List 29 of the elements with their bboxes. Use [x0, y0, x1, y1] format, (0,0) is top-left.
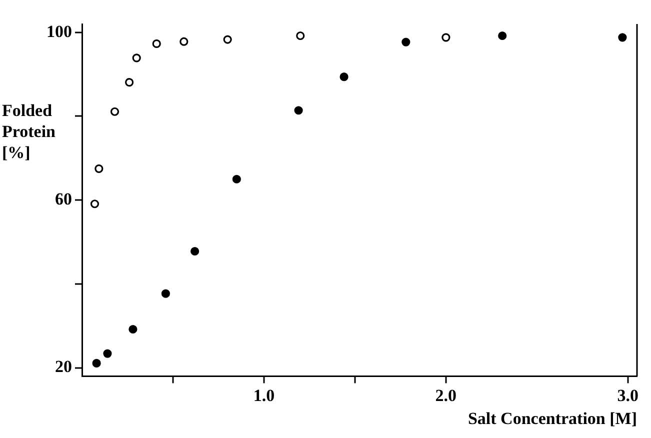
point — [232, 174, 241, 184]
point — [340, 72, 348, 82]
y-axis-title: Folded Protein [%] — [2, 100, 57, 163]
point — [294, 106, 303, 115]
x-axis-title: Salt Concentration [M] — [468, 409, 637, 428]
point — [402, 38, 410, 46]
point — [90, 200, 100, 208]
y-tick-label: 60 — [55, 189, 72, 208]
point — [128, 324, 138, 334]
y-tick-label: 20 — [55, 357, 72, 376]
point — [180, 37, 188, 46]
point — [125, 78, 134, 87]
point — [442, 33, 450, 42]
point — [152, 39, 161, 48]
point — [110, 107, 120, 116]
y-tick-label: 100 — [46, 22, 72, 41]
point — [618, 33, 627, 42]
x-tick-label: 1.0 — [253, 386, 275, 405]
point — [132, 54, 141, 62]
point — [190, 246, 200, 256]
x-tick-label: 3.0 — [617, 386, 639, 405]
x-tick-label: 2.0 — [435, 386, 457, 405]
point — [498, 31, 507, 40]
point — [223, 35, 232, 44]
point — [103, 349, 112, 358]
point — [161, 289, 170, 298]
point — [92, 358, 101, 368]
point — [296, 31, 305, 40]
point — [94, 164, 104, 173]
